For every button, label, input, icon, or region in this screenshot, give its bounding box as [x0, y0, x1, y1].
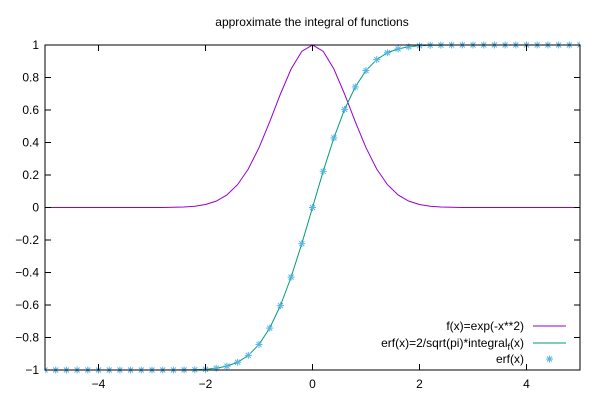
x-tick-label: 4 [523, 377, 530, 391]
y-tick-label: −0.6 [15, 298, 39, 312]
y-tick-label: −0.4 [15, 266, 39, 280]
x-tick-label: −2 [199, 377, 213, 391]
data-point [383, 49, 391, 57]
x-tick-label: −4 [92, 377, 106, 391]
y-tick-label: −1 [25, 363, 39, 377]
data-point [373, 56, 381, 64]
data-point [405, 43, 413, 51]
data-point [298, 240, 306, 248]
chart-title: approximate the integral of functions [215, 15, 408, 29]
y-tick-label: 0.4 [22, 136, 39, 150]
legend-swatch [546, 355, 553, 363]
legend: f(x)=exp(-x**2) erf(x)=2/sqrt(pi)*integra… [381, 319, 566, 366]
legend-label: f(x)=exp(-x**2) [446, 319, 524, 333]
data-point [319, 167, 327, 175]
y-tick-label: 0.6 [22, 103, 39, 117]
data-point [341, 105, 349, 113]
x-tick-label: 0 [309, 377, 316, 391]
data-point [212, 364, 220, 372]
data-point [255, 340, 263, 348]
data-point [362, 67, 370, 75]
axes: −4 −2 0 2 4 1 0.8 0.6 0.4 0.2 0 −0.2 −0.4 −0.6 −0.8 −1 [15, 38, 581, 391]
legend-label: erf(x) [496, 352, 524, 366]
data-point [234, 358, 242, 366]
data-point [287, 273, 295, 281]
data-point [309, 204, 316, 211]
y-tick-label: 0.2 [22, 168, 39, 182]
y-tick-label: 0 [32, 201, 39, 215]
data-point [394, 45, 402, 53]
y-tick-label: −0.8 [15, 331, 39, 345]
series-line-0 [45, 44, 580, 208]
y-tick-label: −0.2 [15, 233, 39, 247]
x-tick-label: 2 [416, 377, 423, 391]
data-point [266, 324, 274, 332]
legend-label: erf(x)=2/sqrt(pi)*integralf(x) [381, 336, 524, 352]
data-point [351, 83, 359, 91]
data-point [276, 302, 284, 310]
data-point [244, 351, 252, 359]
data-point [330, 134, 338, 142]
data-point [223, 362, 231, 370]
y-tick-label: 0.8 [22, 71, 39, 85]
y-tick-label: 1 [32, 38, 39, 52]
